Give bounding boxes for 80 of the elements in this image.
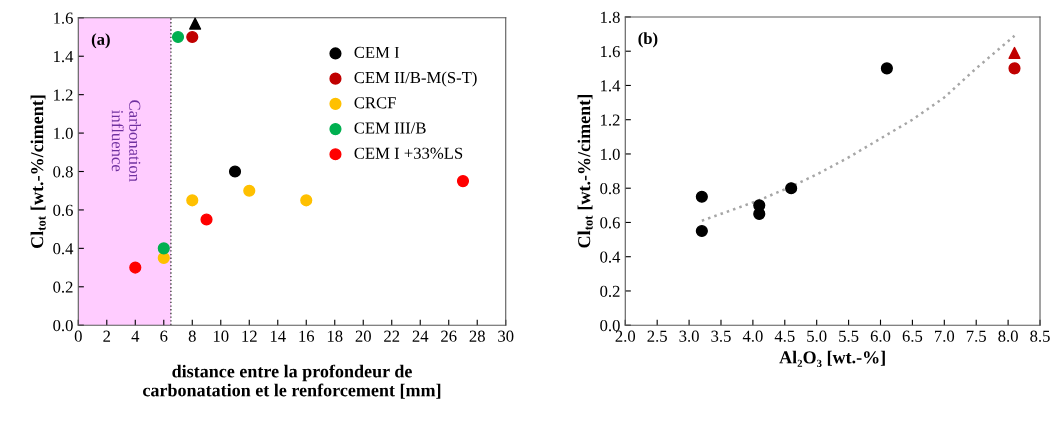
x-tick-label: 6.5 bbox=[902, 330, 923, 342]
x-tick-label: 12 bbox=[242, 330, 257, 342]
point bbox=[157, 242, 170, 255]
point bbox=[1008, 62, 1021, 75]
x-tick-label: 7.5 bbox=[966, 330, 986, 342]
y-tick-label: 0.4 bbox=[53, 243, 74, 255]
x-tick-label: 8 bbox=[188, 330, 196, 342]
point bbox=[200, 213, 213, 226]
point bbox=[695, 190, 708, 203]
point bbox=[1008, 46, 1021, 59]
x-tick-label: 7.0 bbox=[934, 330, 955, 342]
y-tick-label: 1.0 bbox=[54, 127, 73, 140]
y-tick-label: 0.4 bbox=[600, 251, 621, 263]
point bbox=[228, 165, 242, 178]
x-tick-label: 22 bbox=[384, 330, 400, 342]
y-tick-label: 1.4 bbox=[54, 51, 74, 63]
band-label: Carbonation influence bbox=[111, 100, 141, 182]
x-tick-label: 8.0 bbox=[998, 330, 1018, 342]
point bbox=[300, 194, 313, 207]
point bbox=[189, 17, 202, 30]
y-axis-title: Cl$_{tot}$ [wt.-%/ciment] bbox=[30, 95, 46, 248]
x-tick-label: 30 bbox=[498, 330, 514, 342]
x-tick-label: 18 bbox=[327, 330, 343, 342]
x-tick-label: 28 bbox=[469, 330, 485, 342]
x-axis-title: distance entre la profondeur de carbonatation et le renforcement [mm] bbox=[143, 364, 441, 399]
point bbox=[157, 251, 170, 265]
x-tick-label: 8.5 bbox=[1030, 330, 1050, 342]
x-tick-label: 6 bbox=[160, 330, 168, 342]
y-tick-label: 0.0 bbox=[600, 319, 620, 332]
y-tick-label: 1.2 bbox=[54, 89, 73, 101]
x-tick-label: 5.0 bbox=[807, 330, 827, 342]
x-tick-label: 6.0 bbox=[870, 330, 891, 342]
legend-label: CRCF bbox=[354, 97, 396, 109]
y-tick-label: 0.6 bbox=[53, 204, 73, 216]
x-tick-label: 24 bbox=[412, 330, 429, 342]
y-tick-label: 1.4 bbox=[601, 80, 621, 92]
y-tick-label: 0.2 bbox=[600, 285, 620, 297]
y-tick-label: 0.8 bbox=[53, 166, 73, 178]
point bbox=[186, 194, 199, 207]
legend-label: CEM III/B bbox=[354, 122, 426, 134]
point bbox=[129, 261, 142, 274]
x-tick-label: 20 bbox=[355, 330, 371, 342]
x-tick-label: 10 bbox=[213, 330, 229, 342]
legend-label: CEM II/B-M(S-T) bbox=[354, 71, 477, 87]
y-tick-label: 1.0 bbox=[601, 148, 620, 160]
y-tick-label: 1.6 bbox=[601, 45, 620, 58]
text: (b) bbox=[638, 32, 658, 48]
x-axis-title: Al₂O₃ [wt.-%] bbox=[779, 350, 885, 368]
point bbox=[880, 62, 893, 75]
x-tick-label: 4.5 bbox=[774, 330, 795, 342]
x-tick-label: 2 bbox=[103, 330, 111, 342]
x-tick-label: 2.0 bbox=[615, 330, 636, 342]
point bbox=[186, 30, 199, 44]
point bbox=[243, 184, 256, 197]
x-tick-label: 0 bbox=[74, 330, 82, 342]
point bbox=[695, 224, 708, 238]
x-tick-label: 3.0 bbox=[679, 330, 699, 342]
x-tick-label: 4 bbox=[131, 330, 140, 342]
y-tick-label: 0.8 bbox=[600, 182, 620, 195]
y-axis-title: Cl$_{tot}$ [wt.-%/ciment] bbox=[577, 95, 593, 248]
point bbox=[785, 182, 798, 195]
y-tick-label: 0.2 bbox=[53, 281, 73, 293]
line-series bbox=[700, 34, 1016, 222]
x-tick-label: 14 bbox=[270, 330, 286, 342]
y-tick-label: 0.6 bbox=[600, 217, 620, 229]
point bbox=[456, 175, 470, 188]
y-tick-label: 0.0 bbox=[53, 319, 73, 332]
y-tick-label: 1.2 bbox=[601, 114, 620, 126]
x-tick-label: 16 bbox=[299, 330, 315, 342]
x-tick-label: 4.0 bbox=[742, 330, 763, 342]
point bbox=[171, 30, 185, 44]
y-tick-label: 1.8 bbox=[601, 11, 620, 23]
y-tick-label: 1.6 bbox=[54, 12, 73, 24]
x-tick-label: 5.5 bbox=[839, 330, 859, 342]
x-tick-label: 2.5 bbox=[647, 330, 667, 342]
legend-label: CEM I +33%LS bbox=[354, 147, 463, 159]
text: (a) bbox=[91, 33, 110, 49]
x-tick-label: 3.5 bbox=[711, 330, 731, 342]
x-tick-label: 26 bbox=[441, 330, 457, 342]
legend-label: CEM I bbox=[354, 46, 400, 58]
